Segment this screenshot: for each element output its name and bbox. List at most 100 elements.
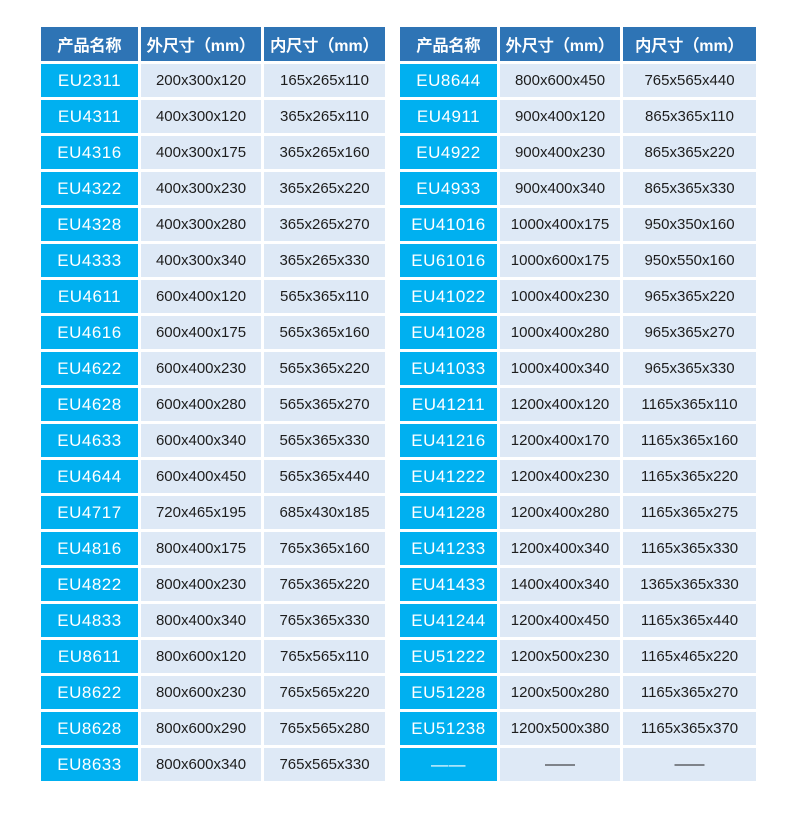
- header-row: 产品名称 外尺寸（mm） 内尺寸（mm）: [400, 27, 756, 61]
- header-outer-dim: 外尺寸（mm）: [141, 27, 261, 61]
- outer-dim-cell: 1200x500x280: [500, 676, 620, 709]
- table-row: EU8644 800x600x450 765x565x440: [400, 64, 756, 97]
- outer-dim-cell: 1000x400x230: [500, 280, 620, 313]
- outer-dim-cell: 800x600x120: [141, 640, 261, 673]
- table-row: EU4328 400x300x280 365x265x270: [41, 208, 385, 241]
- outer-dim-cell: 1200x500x380: [500, 712, 620, 745]
- table-row: EU61016 1000x600x175 950x550x160: [400, 244, 756, 277]
- inner-dim-cell: 965x365x270: [623, 316, 756, 349]
- product-name-cell: EU4816: [41, 532, 138, 565]
- table-row: EU4316 400x300x175 365x265x160: [41, 136, 385, 169]
- outer-dim-cell: 800x600x450: [500, 64, 620, 97]
- table-row: —— —— ——: [400, 748, 756, 781]
- inner-dim-cell: 950x550x160: [623, 244, 756, 277]
- outer-dim-cell: 1200x500x230: [500, 640, 620, 673]
- product-name-cell: EU8628: [41, 712, 138, 745]
- inner-dim-cell: 1165x365x110: [623, 388, 756, 421]
- header-inner-dim: 内尺寸（mm）: [264, 27, 385, 61]
- product-name-cell: EU4316: [41, 136, 138, 169]
- product-name-cell: EU4611: [41, 280, 138, 313]
- table-row: EU4833 800x400x340 765x365x330: [41, 604, 385, 637]
- table-row: EU41433 1400x400x340 1365x365x330: [400, 568, 756, 601]
- outer-dim-cell: ——: [500, 748, 620, 781]
- table-row: EU41033 1000x400x340 965x365x330: [400, 352, 756, 385]
- inner-dim-cell: 365x265x220: [264, 172, 385, 205]
- table-row: EU4822 800x400x230 765x365x220: [41, 568, 385, 601]
- table-row: EU8628 800x600x290 765x565x280: [41, 712, 385, 745]
- inner-dim-cell: 565x365x220: [264, 352, 385, 385]
- table-row: EU51222 1200x500x230 1165x465x220: [400, 640, 756, 673]
- product-name-cell: EU41433: [400, 568, 497, 601]
- product-name-cell: EU41228: [400, 496, 497, 529]
- outer-dim-cell: 200x300x120: [141, 64, 261, 97]
- outer-dim-cell: 1200x400x120: [500, 388, 620, 421]
- outer-dim-cell: 600x400x280: [141, 388, 261, 421]
- table-row: EU4311 400x300x120 365x265x110: [41, 100, 385, 133]
- table-row: EU8633 800x600x340 765x565x330: [41, 748, 385, 781]
- outer-dim-cell: 1400x400x340: [500, 568, 620, 601]
- outer-dim-cell: 400x300x280: [141, 208, 261, 241]
- table-row: EU4933 900x400x340 865x365x330: [400, 172, 756, 205]
- product-name-cell: EU8622: [41, 676, 138, 709]
- outer-dim-cell: 1200x400x230: [500, 460, 620, 493]
- inner-dim-cell: 765x365x330: [264, 604, 385, 637]
- inner-dim-cell: 765x565x440: [623, 64, 756, 97]
- inner-dim-cell: 565x365x160: [264, 316, 385, 349]
- product-name-cell: EU41233: [400, 532, 497, 565]
- inner-dim-cell: 765x565x220: [264, 676, 385, 709]
- table-row: EU4633 600x400x340 565x365x330: [41, 424, 385, 457]
- table-row: EU4622 600x400x230 565x365x220: [41, 352, 385, 385]
- outer-dim-cell: 800x600x340: [141, 748, 261, 781]
- outer-dim-cell: 800x400x175: [141, 532, 261, 565]
- header-row: 产品名称 外尺寸（mm） 内尺寸（mm）: [41, 27, 385, 61]
- inner-dim-cell: 965x365x330: [623, 352, 756, 385]
- outer-dim-cell: 600x400x120: [141, 280, 261, 313]
- product-name-cell: EU61016: [400, 244, 497, 277]
- outer-dim-cell: 800x400x230: [141, 568, 261, 601]
- table-row: EU4611 600x400x120 565x365x110: [41, 280, 385, 313]
- outer-dim-cell: 1200x400x450: [500, 604, 620, 637]
- product-name-cell: EU4328: [41, 208, 138, 241]
- inner-dim-cell: 1165x365x275: [623, 496, 756, 529]
- outer-dim-cell: 600x400x340: [141, 424, 261, 457]
- table-row: EU51228 1200x500x280 1165x365x270: [400, 676, 756, 709]
- outer-dim-cell: 900x400x230: [500, 136, 620, 169]
- outer-dim-cell: 600x400x175: [141, 316, 261, 349]
- inner-dim-cell: 1365x365x330: [623, 568, 756, 601]
- product-name-cell: EU41016: [400, 208, 497, 241]
- outer-dim-cell: 1200x400x170: [500, 424, 620, 457]
- inner-dim-cell: 865x365x220: [623, 136, 756, 169]
- product-name-cell: EU4622: [41, 352, 138, 385]
- table-row: EU4616 600x400x175 565x365x160: [41, 316, 385, 349]
- product-name-cell: EU41211: [400, 388, 497, 421]
- table-row: EU41228 1200x400x280 1165x365x275: [400, 496, 756, 529]
- inner-dim-cell: 365x265x110: [264, 100, 385, 133]
- product-name-cell: EU4644: [41, 460, 138, 493]
- inner-dim-cell: 1165x365x330: [623, 532, 756, 565]
- product-name-cell: EU41244: [400, 604, 497, 637]
- inner-dim-cell: 865x365x110: [623, 100, 756, 133]
- product-name-cell: EU4333: [41, 244, 138, 277]
- product-name-cell: EU4922: [400, 136, 497, 169]
- inner-dim-cell: 765x565x280: [264, 712, 385, 745]
- inner-dim-cell: 1165x365x160: [623, 424, 756, 457]
- inner-dim-cell: 765x565x110: [264, 640, 385, 673]
- product-name-cell: EU51228: [400, 676, 497, 709]
- outer-dim-cell: 600x400x230: [141, 352, 261, 385]
- table-row: EU8611 800x600x120 765x565x110: [41, 640, 385, 673]
- product-name-cell: EU4911: [400, 100, 497, 133]
- table-row: EU41028 1000x400x280 965x365x270: [400, 316, 756, 349]
- inner-dim-cell: 565x365x440: [264, 460, 385, 493]
- outer-dim-cell: 900x400x120: [500, 100, 620, 133]
- table-row: EU41211 1200x400x120 1165x365x110: [400, 388, 756, 421]
- inner-dim-cell: 365x265x270: [264, 208, 385, 241]
- outer-dim-cell: 400x300x120: [141, 100, 261, 133]
- product-name-cell: EU41216: [400, 424, 497, 457]
- inner-dim-cell: 1165x365x270: [623, 676, 756, 709]
- product-name-cell: EU4717: [41, 496, 138, 529]
- product-name-cell: ——: [400, 748, 497, 781]
- outer-dim-cell: 600x400x450: [141, 460, 261, 493]
- table-body: EU2311 200x300x120 165x265x110 EU4311 400x30…: [41, 64, 385, 781]
- inner-dim-cell: ——: [623, 748, 756, 781]
- table-row: EU4644 600x400x450 565x365x440: [41, 460, 385, 493]
